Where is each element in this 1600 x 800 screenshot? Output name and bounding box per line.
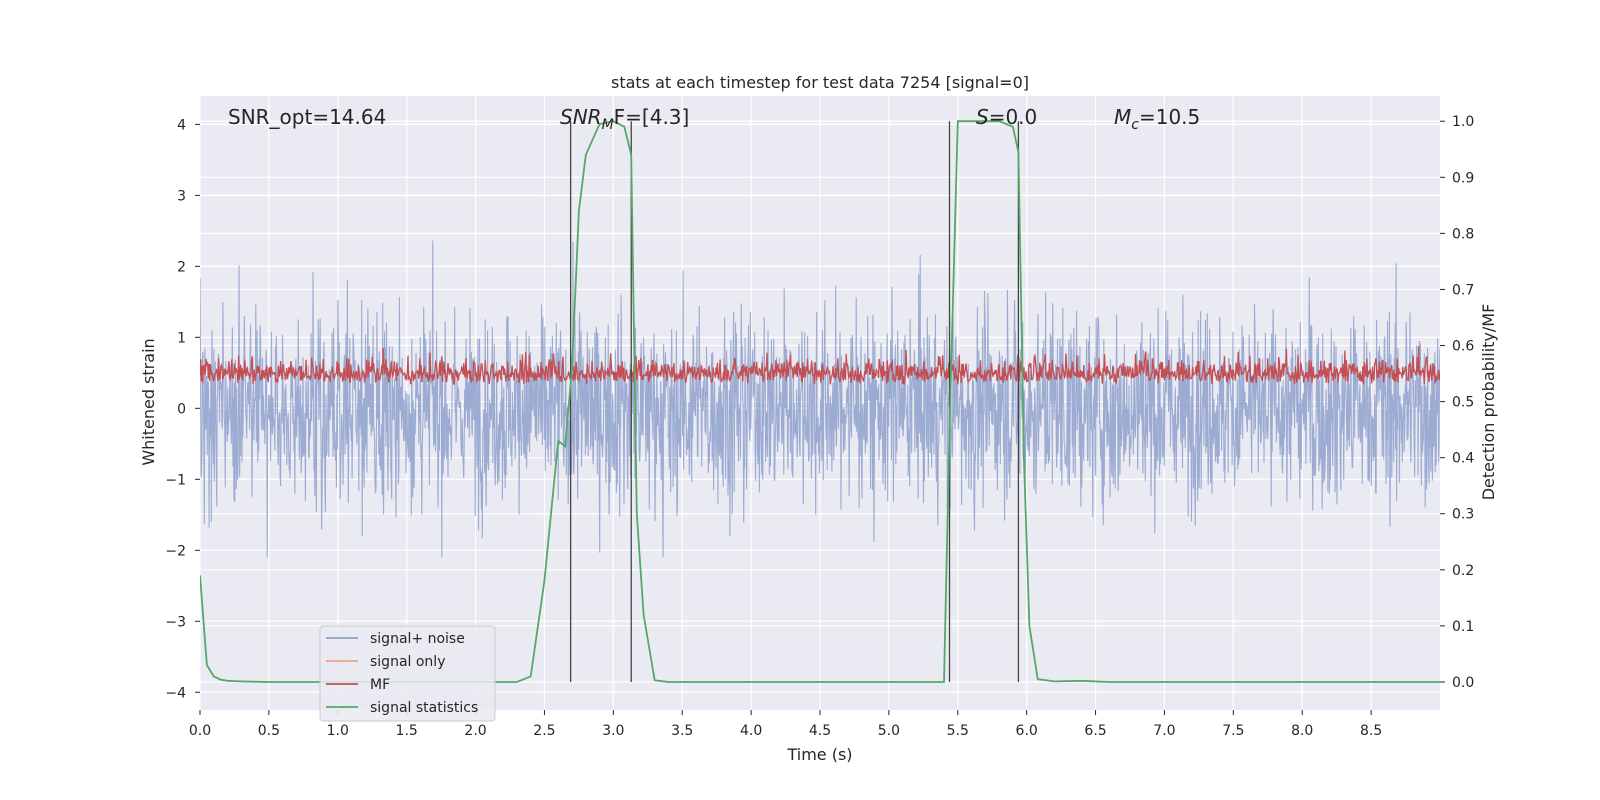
y-right-tick-10: 1.0 <box>1452 114 1474 130</box>
x-tick-10: 5.0 <box>878 723 900 739</box>
y-left-tick-3: −1 <box>165 472 186 488</box>
annotation-s-var: S <box>976 105 989 129</box>
annotation-mc-tail: =10.5 <box>1139 105 1200 129</box>
y-right-tick-5: 0.5 <box>1452 395 1474 411</box>
annotation-s-tail: =0.0 <box>989 105 1038 129</box>
annotation-mc: Mc=10.5 <box>1114 105 1200 133</box>
legend-label-signal-only: signal only <box>370 654 445 670</box>
chart-title: stats at each timestep for test data 725… <box>611 73 1029 92</box>
y-left-tick-2: −2 <box>165 543 186 559</box>
y-right-tick-1: 0.1 <box>1452 619 1474 635</box>
annotation-snr-mf-sub: M <box>602 117 614 133</box>
annotation-s: S=0.0 <box>976 105 1037 129</box>
y-right-tick-2: 0.2 <box>1452 563 1474 579</box>
y-right-tick-6: 0.6 <box>1452 339 1474 355</box>
legend-label-mf: MF <box>370 677 390 693</box>
legend-entry-signal-only: signal only <box>326 654 445 670</box>
mf-line <box>200 346 1440 385</box>
legend-entry-signal-statistics: signal statistics <box>326 700 478 716</box>
x-tick-0: 0.0 <box>189 723 211 739</box>
y-left-axis-ticks: −4 −3 −2 −1 0 1 2 3 4 <box>165 117 200 701</box>
x-axis-label: Time (s) <box>786 745 852 764</box>
x-tick-11: 5.5 <box>947 723 969 739</box>
y-left-axis-label: Whitened strain <box>139 338 158 465</box>
x-tick-13: 6.5 <box>1084 723 1106 739</box>
annotation-snr-mf-main: SNR <box>560 105 602 129</box>
legend-entry-mf: MF <box>326 677 390 693</box>
legend-box <box>319 625 496 722</box>
annotation-snr-mf-tail: F=[4.3] <box>614 105 690 129</box>
x-tick-7: 3.5 <box>671 723 693 739</box>
y-left-tick-8: 4 <box>177 117 186 133</box>
x-tick-14: 7.0 <box>1153 723 1175 739</box>
legend-label-signal-noise: signal+ noise <box>370 631 465 647</box>
y-right-tick-3: 0.3 <box>1452 507 1474 523</box>
x-tick-8: 4.0 <box>740 723 762 739</box>
x-axis-ticks: 0.0 0.5 1.0 1.5 2.0 2.5 3.0 3.5 4.0 4.5 5.0 5.5 6.0 6… <box>189 710 1382 739</box>
series-mf <box>200 346 1440 385</box>
y-right-axis-ticks: 0.0 0.1 0.2 0.3 0.4 0.5 0.6 0.7 0.8 0.9 1.0 <box>1440 114 1474 691</box>
x-tick-4: 2.0 <box>464 723 486 739</box>
y-right-tick-0: 0.0 <box>1452 675 1474 691</box>
y-left-tick-5: 1 <box>177 330 186 346</box>
y-left-tick-0: −4 <box>165 685 186 701</box>
annotation-snr-opt: SNR_opt=14.64 <box>228 105 386 129</box>
x-tick-9: 4.5 <box>809 723 831 739</box>
x-tick-12: 6.0 <box>1016 723 1038 739</box>
y-right-axis-label: Detection probability/MF <box>1479 304 1498 501</box>
annotation-mc-main: M <box>1114 105 1131 129</box>
x-tick-16: 8.0 <box>1291 723 1313 739</box>
x-tick-3: 1.5 <box>396 723 418 739</box>
x-tick-5: 2.5 <box>533 723 555 739</box>
y-left-tick-1: −3 <box>165 614 186 630</box>
y-left-tick-7: 3 <box>177 188 186 204</box>
x-tick-2: 1.0 <box>327 723 349 739</box>
y-right-tick-4: 0.4 <box>1452 451 1474 467</box>
y-right-tick-9: 0.9 <box>1452 170 1474 186</box>
x-tick-1: 0.5 <box>258 723 280 739</box>
y-right-tick-7: 0.7 <box>1452 282 1474 298</box>
annotation-snr-mf: SNRMF=[4.3] <box>560 105 689 133</box>
signal-noise-line <box>200 240 1440 558</box>
series-signal-noise <box>200 240 1440 558</box>
x-tick-17: 8.5 <box>1360 723 1382 739</box>
legend: signal+ noise signal only MF signal stat… <box>319 625 496 722</box>
y-right-tick-8: 0.8 <box>1452 226 1474 242</box>
legend-label-signal-statistics: signal statistics <box>370 700 478 716</box>
annotation-mc-sub: c <box>1131 117 1139 133</box>
y-left-tick-4: 0 <box>177 401 186 417</box>
legend-entry-signal-noise: signal+ noise <box>326 631 465 647</box>
x-tick-15: 7.5 <box>1222 723 1244 739</box>
y-left-tick-6: 2 <box>177 259 186 275</box>
x-tick-6: 3.0 <box>602 723 624 739</box>
